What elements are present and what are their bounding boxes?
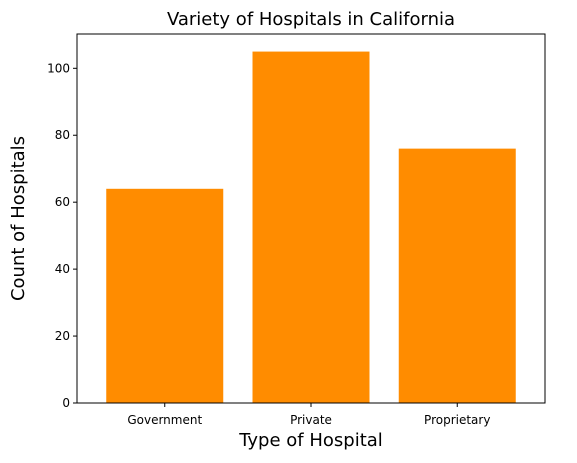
y-tick-label: 0 (62, 396, 70, 410)
bars-group (106, 51, 516, 403)
x-tick-label: Private (290, 413, 332, 427)
y-axis-ticks: 0 20 40 60 80 100 (47, 61, 77, 410)
bar-proprietary (398, 148, 516, 403)
y-axis-label: Count of Hospitals (8, 136, 29, 301)
y-tick-label: 40 (55, 262, 70, 276)
chart-title: Variety of Hospitals in California (167, 9, 455, 30)
bar-government (106, 188, 224, 403)
plot-frame (76, 33, 546, 404)
y-tick-label: 20 (55, 329, 70, 343)
x-axis-ticks: Government Private Proprietary (127, 403, 490, 427)
x-tick-label: Proprietary (424, 413, 490, 427)
y-tick-label: 100 (47, 61, 70, 75)
x-tick-label: Government (127, 413, 202, 427)
x-axis-label: Type of Hospital (238, 430, 383, 451)
y-tick-label: 60 (55, 195, 70, 209)
bar-private (252, 51, 370, 403)
y-tick-label: 80 (55, 128, 70, 142)
